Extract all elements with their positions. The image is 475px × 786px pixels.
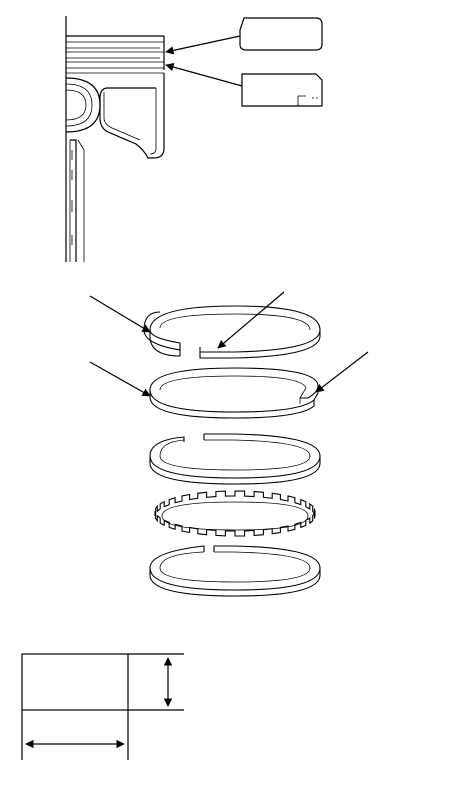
pointer-top-ring-gap	[217, 291, 285, 349]
second-compression-ring	[149, 367, 319, 419]
oil-ring-expander	[154, 490, 316, 537]
oil-ring-upper-rail	[149, 433, 321, 485]
connecting-rod	[70, 139, 85, 262]
callout-upper	[165, 17, 323, 55]
pointer-second-ring-outer	[89, 361, 151, 397]
top-compression-ring	[143, 305, 321, 359]
piston-pin-boss	[65, 77, 101, 133]
callout-lower	[165, 62, 323, 107]
pointer-top-ring-outer	[89, 295, 151, 333]
oil-ring-lower-rail	[149, 545, 321, 597]
pointer-second-ring-gap	[315, 351, 369, 393]
piston-ring-set	[89, 291, 369, 597]
piston-cross-section	[65, 16, 323, 262]
ring-dimension-diagram	[21, 653, 184, 760]
ring-grooves	[66, 35, 165, 74]
